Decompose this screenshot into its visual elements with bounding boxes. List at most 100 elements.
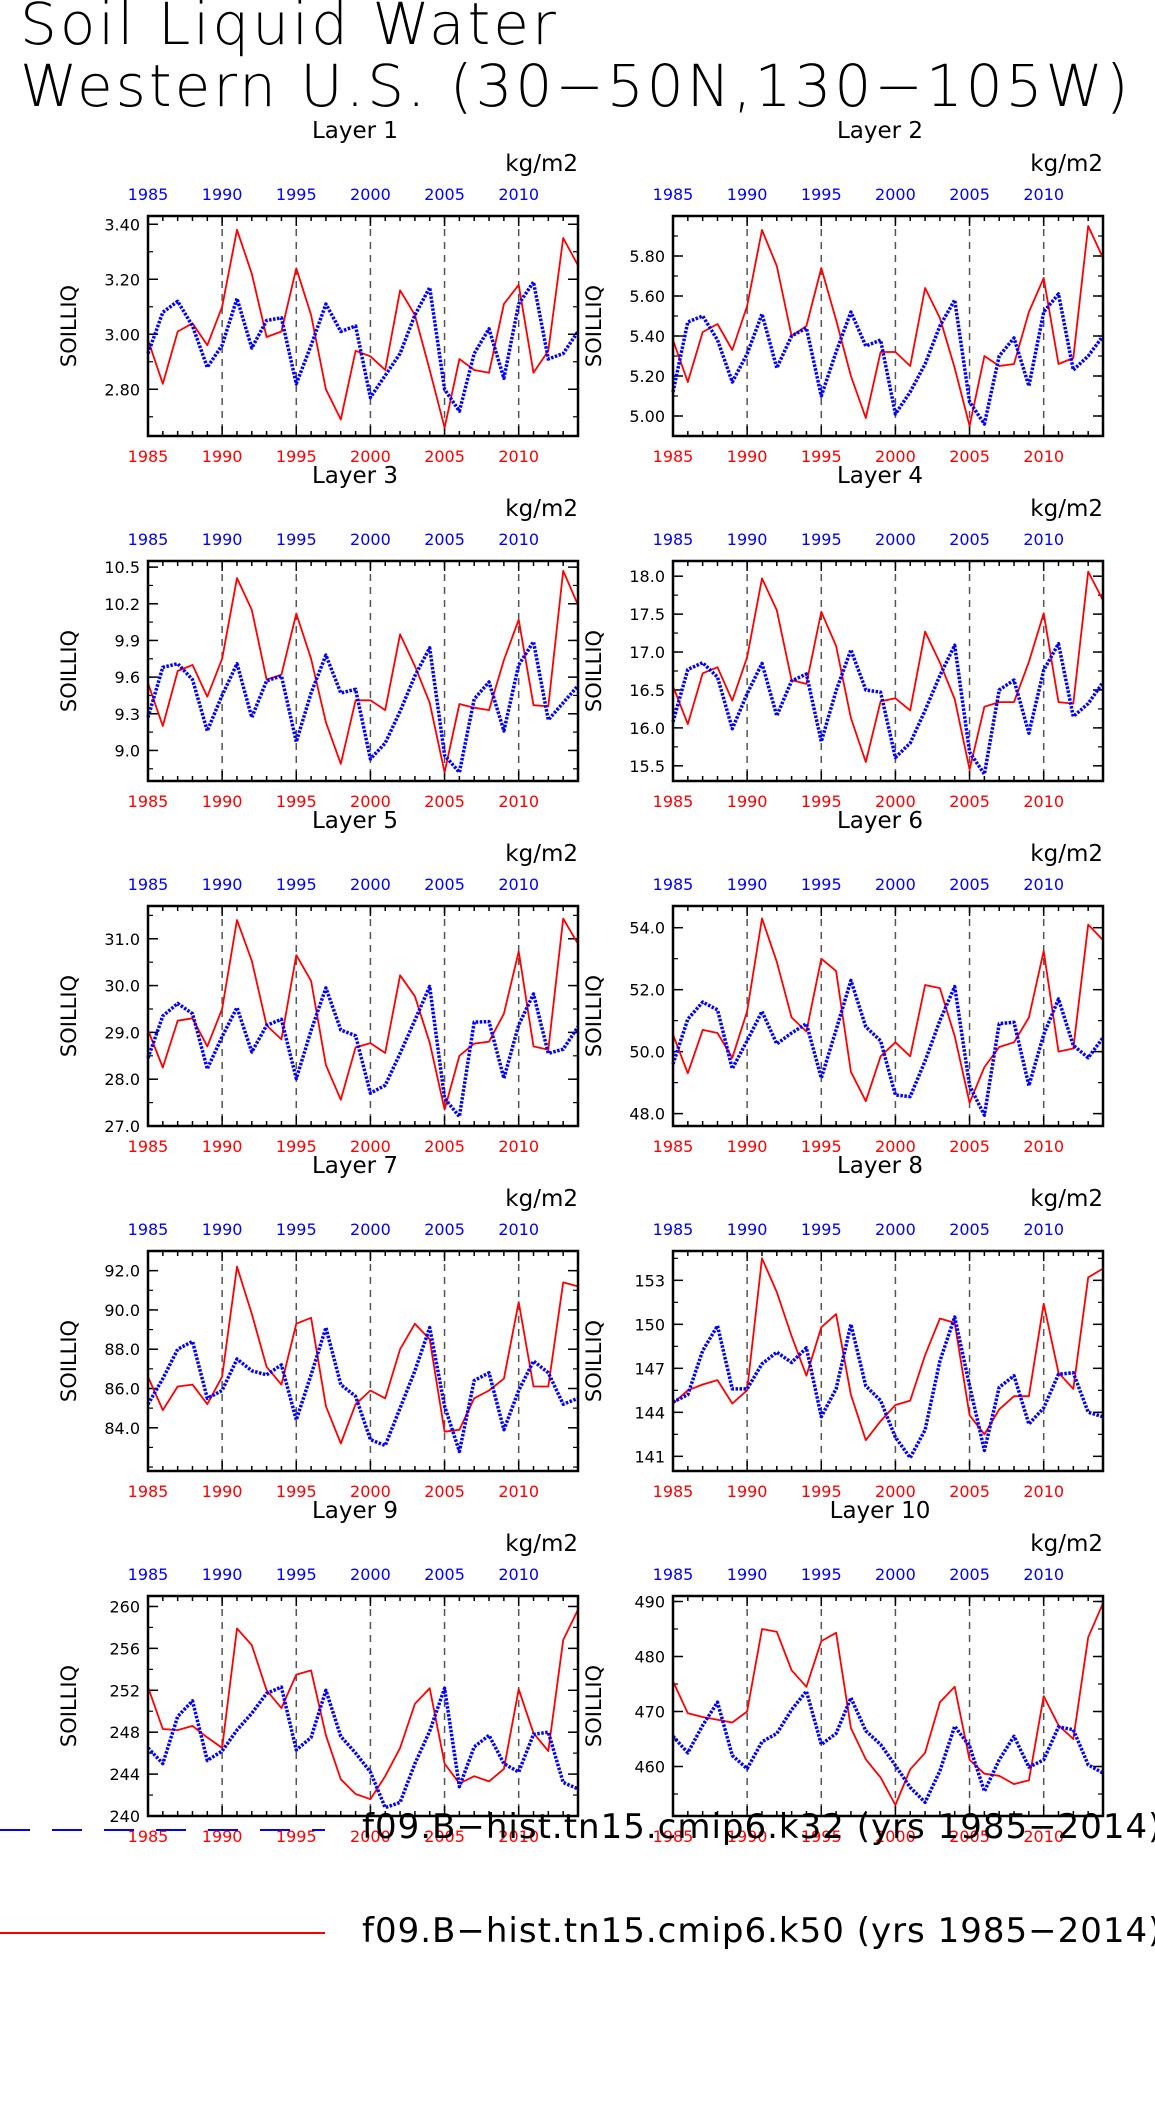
units-label: kg/m2 [1030,1531,1103,1557]
x-tick-label-top: 1985 [653,1565,694,1584]
series-line-k32 [146,984,580,1119]
y-tick-label: 144 [634,1403,665,1422]
chart-panel-7: Layer 7 kg/m2 SOILLIQ 1985 1985 1990 1990 1995 1… [57,1153,580,1501]
x-tick-label-bottom: 1985 [128,447,169,466]
y-tick-label: 153 [634,1271,665,1290]
panel-title: Layer 7 [312,1153,398,1179]
x-tick-label-bottom: 1995 [276,1827,317,1846]
chart-panel-4: Layer 4 kg/m2 SOILLIQ 1985 1985 1990 1990 1995 1… [582,463,1105,811]
y-axis-label: SOILLIQ [582,1320,606,1402]
y-tick-label: 88.0 [104,1340,140,1359]
x-tick-label-bottom: 2005 [949,1482,990,1501]
series-line-k50 [147,569,579,774]
y-tick-label: 460 [634,1758,665,1777]
units-label: kg/m2 [505,841,578,867]
y-tick-label: 3.20 [104,270,140,289]
x-tick-label-top: 1995 [276,1220,317,1239]
x-tick-label-top: 2005 [424,530,465,549]
x-tick-label-top: 2010 [498,185,539,204]
units-label: kg/m2 [1030,151,1103,177]
y-axis-label: SOILLIQ [57,975,81,1057]
x-tick-label-top: 1990 [727,530,768,549]
y-tick-label: 3.40 [104,215,140,234]
y-tick-label: 9.9 [115,631,140,650]
x-tick-label-top: 1990 [202,530,243,549]
x-tick-label-bottom: 1985 [128,792,169,811]
x-tick-label-top: 2000 [875,530,916,549]
y-tick-label: 147 [634,1359,665,1378]
units-label: kg/m2 [1030,496,1103,522]
y-tick-label: 52.0 [629,981,665,1000]
x-tick-label-bottom: 2010 [1023,1482,1064,1501]
x-tick-label-bottom: 2005 [424,1482,465,1501]
y-tick-label: 5.60 [629,287,665,306]
y-tick-label: 86.0 [104,1380,140,1399]
x-tick-label-top: 1990 [202,1220,243,1239]
x-tick-label-top: 2000 [350,875,391,894]
y-axis-label: SOILLIQ [582,1665,606,1747]
y-tick-label: 150 [634,1315,665,1334]
series-line-k50 [672,570,1104,771]
plot-frame [671,904,1105,1128]
chart-panel-2: Layer 2 kg/m2 SOILLIQ 1985 1985 1990 1990 1995 1… [582,118,1105,466]
x-tick-label-bottom: 1995 [801,792,842,811]
x-tick-label-bottom: 2010 [498,447,539,466]
x-tick-label-bottom: 2000 [350,447,391,466]
x-tick-label-bottom: 2005 [424,792,465,811]
x-tick-label-bottom: 1990 [202,1482,243,1501]
legend-entry-k50: f09.B−hist.tn15.cmip6.k50 (yrs 1985−2014… [362,1911,1155,1951]
x-tick-label-bottom: 2000 [875,1137,916,1156]
y-tick-label: 90.0 [104,1301,140,1320]
x-tick-label-top: 2010 [1023,530,1064,549]
x-tick-label-bottom: 2000 [875,1827,916,1846]
y-tick-label: 16.5 [629,681,665,700]
legend-entry-k32: f09.B−hist.tn15.cmip6.k32 (yrs 1985−2014… [362,1807,1155,1847]
x-tick-label-bottom: 1990 [727,1827,768,1846]
plot-frame [671,214,1105,438]
x-tick-label-top: 1985 [128,185,169,204]
x-tick-label-bottom: 2010 [498,1827,539,1846]
series-line-k32 [671,641,1105,776]
x-tick-label-top: 1985 [128,1220,169,1239]
x-tick-label-top: 1990 [727,1220,768,1239]
panel-title: Layer 9 [312,1498,398,1524]
y-tick-label: 54.0 [629,919,665,938]
x-tick-label-bottom: 1995 [276,447,317,466]
panel-title: Layer 3 [312,463,398,489]
x-tick-label-bottom: 1985 [653,1482,694,1501]
panel-title: Layer 4 [837,463,923,489]
x-tick-label-top: 1995 [801,1565,842,1584]
series-line-k32 [671,292,1105,426]
units-label: kg/m2 [505,151,578,177]
x-tick-label-bottom: 1990 [727,792,768,811]
x-tick-label-top: 2000 [875,1565,916,1584]
panel-title: Layer 2 [837,118,923,144]
x-tick-label-top: 1995 [801,875,842,894]
x-tick-label-top: 2010 [1023,875,1064,894]
y-tick-label: 29.0 [104,1023,140,1042]
y-tick-label: 10.5 [104,558,140,577]
x-tick-label-bottom: 2010 [1023,1137,1064,1156]
y-tick-label: 28.0 [104,1070,140,1089]
x-tick-label-top: 2000 [875,185,916,204]
x-tick-label-top: 2010 [498,875,539,894]
x-tick-label-bottom: 1990 [727,1137,768,1156]
x-tick-label-bottom: 2000 [875,447,916,466]
x-tick-label-top: 1985 [128,875,169,894]
y-tick-label: 18.0 [629,567,665,586]
x-tick-label-bottom: 2000 [350,1137,391,1156]
y-axis-label: SOILLIQ [57,1665,81,1747]
x-tick-label-top: 2005 [949,185,990,204]
series-line-k50 [672,1257,1104,1442]
x-tick-label-top: 1995 [276,1565,317,1584]
x-tick-label-top: 1985 [653,185,694,204]
x-tick-label-top: 1985 [653,1220,694,1239]
x-tick-label-top: 1995 [276,185,317,204]
x-tick-label-top: 2010 [498,1220,539,1239]
x-tick-label-bottom: 1995 [801,447,842,466]
chart-panel-5: Layer 5 kg/m2 SOILLIQ 1985 1985 1990 1990 1995 1… [57,808,580,1156]
x-tick-label-top: 2010 [498,530,539,549]
y-tick-label: 2.80 [104,380,140,399]
y-axis-label: SOILLIQ [582,285,606,367]
panel-title: Layer 6 [837,808,923,834]
